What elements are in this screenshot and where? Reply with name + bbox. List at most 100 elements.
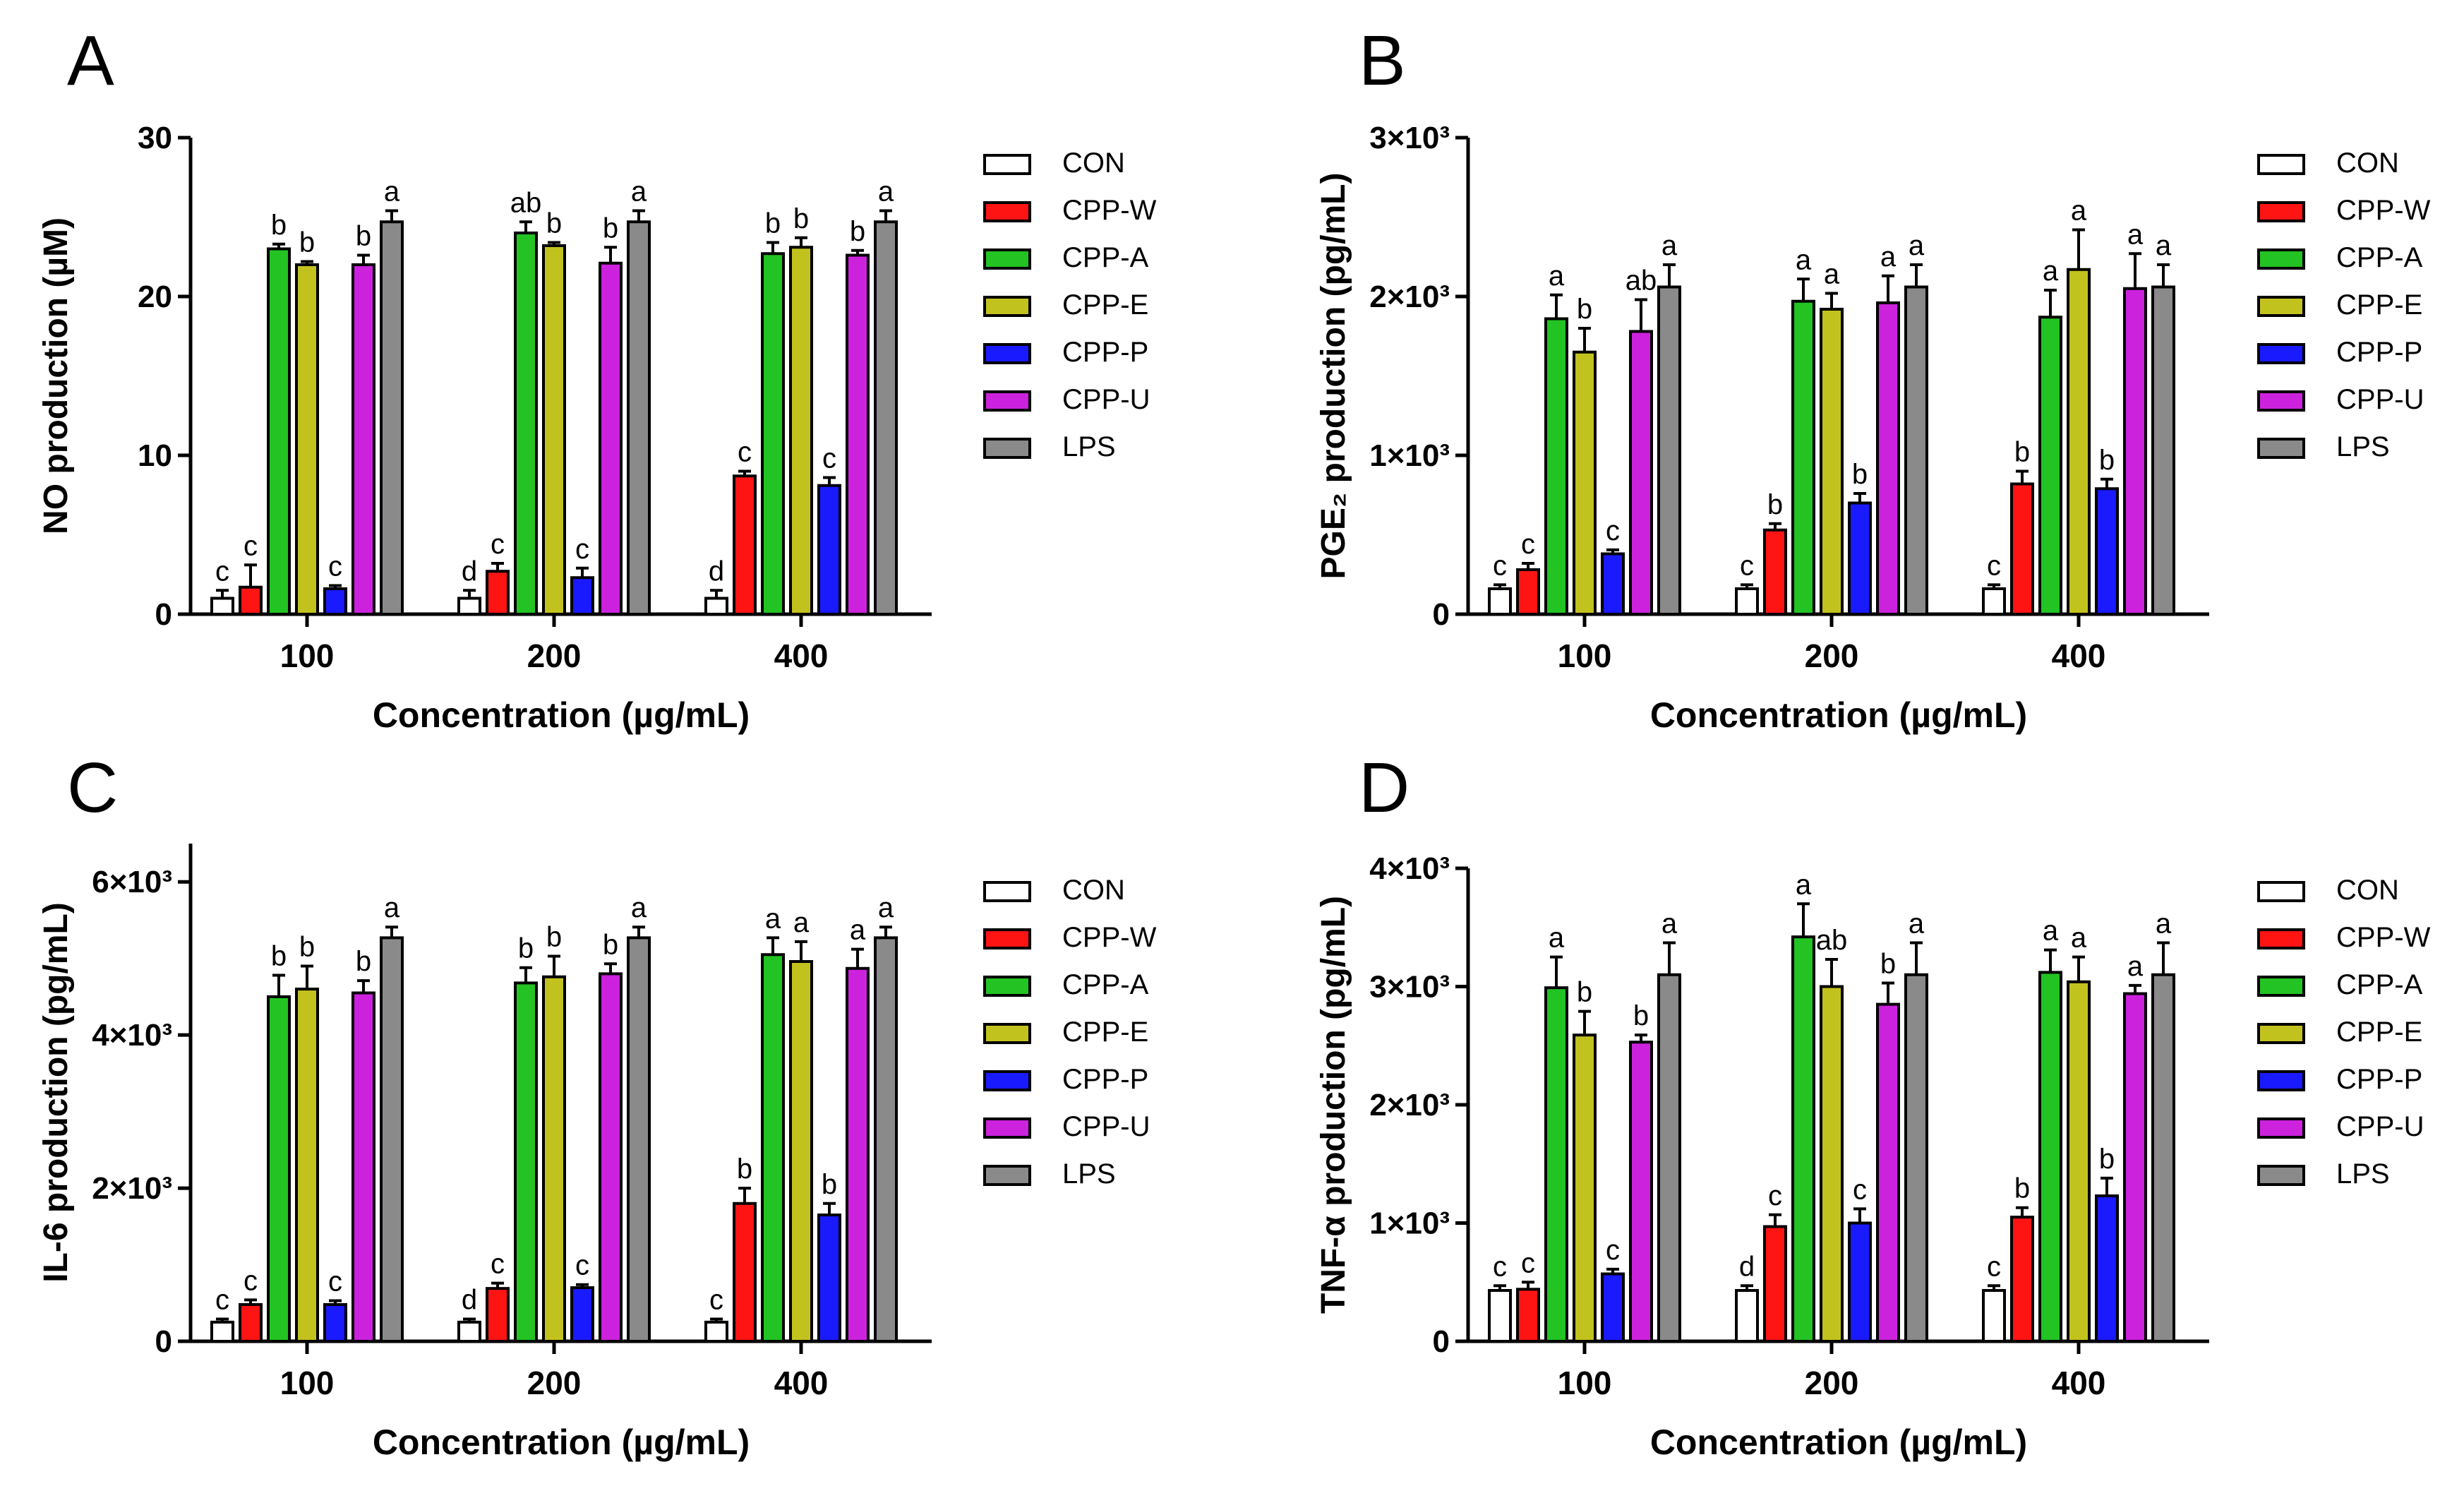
bar — [817, 484, 841, 616]
significance-letter: b — [518, 933, 534, 964]
legend-swatch — [2257, 296, 2305, 317]
legend-label: CON — [1062, 875, 1125, 906]
bar — [2151, 973, 2175, 1343]
bar — [542, 244, 566, 616]
y-axis-label: IL-6 production (pg/mL) — [37, 902, 75, 1283]
legend-swatch — [983, 438, 1031, 459]
significance-letter: a — [2127, 219, 2144, 250]
y-tick-label: 2×10³ — [92, 1171, 172, 1206]
y-tick-label: 1×10³ — [1369, 1206, 1450, 1241]
legend-swatch — [2257, 248, 2305, 270]
legend-label: CPP-A — [2336, 969, 2423, 1000]
bar — [1488, 587, 1512, 616]
bar — [570, 1286, 594, 1343]
significance-letter: b — [737, 1154, 752, 1185]
y-tick-label: 4×10³ — [92, 1018, 172, 1053]
legend-swatch — [2257, 928, 2305, 949]
bar — [1763, 1225, 1787, 1343]
bar — [1848, 1221, 1872, 1343]
significance-letter: a — [631, 176, 647, 208]
y-tick-label: 10 — [138, 438, 172, 473]
bar — [1876, 301, 1900, 616]
significance-letter: d — [709, 556, 724, 587]
legend: CON CPP-W CPP-A CPP-E CPP-P CPP-U LPS — [2257, 148, 2431, 462]
significance-letter: c — [575, 534, 589, 565]
significance-letter: a — [2156, 230, 2172, 261]
x-axis-label: Concentration (µg/mL) — [373, 695, 750, 735]
panel-c: C 0 2×10³ 4×10³ 6×10³ IL-6 production (pg/mL)… — [37, 748, 1157, 1462]
significance-letter: b — [546, 208, 562, 239]
significance-letter: c — [328, 551, 342, 582]
x-tick-label: 200 — [1805, 637, 1859, 674]
significance-letter: c — [1521, 1247, 1535, 1278]
significance-letter: a — [2043, 916, 2059, 947]
bar — [1848, 501, 1872, 616]
significance-letter: a — [2127, 951, 2144, 982]
bar — [1544, 986, 1568, 1343]
bar — [239, 585, 263, 616]
significance-letter: ab — [1816, 925, 1848, 956]
significance-letter: b — [1577, 977, 1592, 1008]
bar — [1544, 317, 1568, 616]
panel-letter: A — [67, 21, 114, 100]
x-tick-label: 400 — [2052, 1365, 2106, 1401]
legend-label: CPP-U — [2336, 384, 2424, 415]
bar — [514, 981, 538, 1343]
significance-letter: c — [1493, 550, 1507, 581]
legend-swatch — [2257, 343, 2305, 364]
y-tick-label: 3×10³ — [1369, 970, 1450, 1005]
bar — [1657, 285, 1681, 616]
significance-letter: b — [299, 227, 315, 258]
legend: CON CPP-W CPP-A CPP-E CPP-P CPP-U LPS — [2257, 875, 2431, 1190]
bar — [210, 1320, 234, 1343]
bar — [351, 991, 375, 1343]
legend-label: CPP-E — [2336, 289, 2422, 320]
significance-letter: a — [1549, 923, 1565, 954]
bar — [1573, 1033, 1597, 1343]
bar — [789, 246, 813, 616]
legend-swatch — [983, 1165, 1031, 1186]
bar — [1488, 1288, 1512, 1343]
legend-swatch — [983, 248, 1031, 270]
y-tick-label: 4×10³ — [1369, 851, 1450, 886]
bar — [486, 570, 510, 616]
bar — [2067, 268, 2091, 616]
significance-letter: b — [356, 946, 371, 977]
bar — [1601, 1272, 1625, 1343]
bar — [1516, 568, 1540, 616]
legend-swatch — [983, 976, 1031, 997]
bar — [323, 1302, 347, 1343]
bar — [380, 936, 404, 1343]
legend-swatch — [2257, 1023, 2305, 1044]
significance-letter: a — [1796, 244, 1812, 275]
bar — [351, 263, 375, 616]
bar — [817, 1214, 841, 1343]
significance-letter: b — [603, 212, 618, 244]
significance-letter: c — [244, 530, 258, 561]
x-axis-label: Concentration (µg/mL) — [1650, 1422, 2027, 1462]
legend-swatch — [983, 201, 1031, 222]
significance-letter: a — [1880, 241, 1897, 272]
x-tick-label: 400 — [774, 1365, 829, 1401]
bar — [761, 252, 785, 616]
x-axis-label: Concentration (µg/mL) — [373, 1422, 750, 1462]
panel-d: D 0 1×10³ 2×10³ 3×10³ 4×10³ TNF-α production (… — [1315, 748, 2431, 1462]
significance-letter: b — [765, 208, 781, 239]
significance-letter: a — [1549, 260, 1565, 292]
legend-swatch — [983, 1118, 1031, 1139]
bar — [1791, 299, 1815, 616]
legend-label: CPP-P — [2336, 1064, 2422, 1095]
bar — [704, 597, 728, 616]
bar — [2095, 487, 2119, 616]
bar — [1904, 285, 1928, 616]
significance-letter: a — [878, 892, 894, 923]
bar — [1629, 1041, 1653, 1343]
legend-label: LPS — [2336, 431, 2390, 462]
panel-letter: C — [67, 748, 118, 827]
significance-letter: c — [1606, 1235, 1620, 1266]
legend-label: CPP-P — [1062, 1064, 1148, 1095]
significance-letter: b — [1577, 294, 1592, 325]
legend-swatch — [2257, 1070, 2305, 1091]
